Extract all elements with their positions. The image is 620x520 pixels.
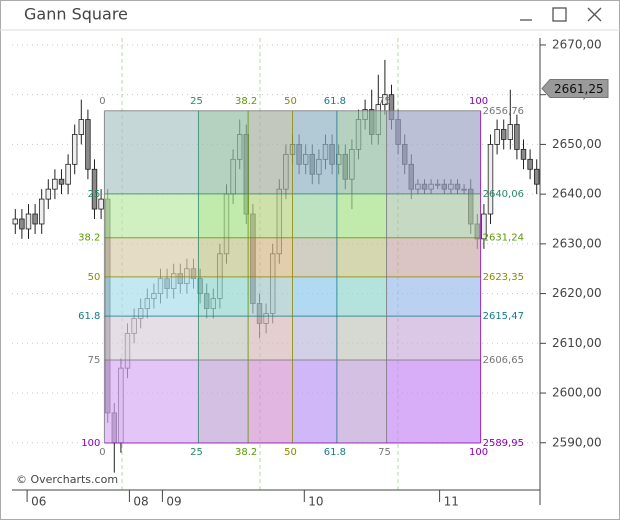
x-tick-label: 08 — [133, 495, 148, 509]
x-tick-label: 09 — [166, 495, 181, 509]
gann-time-label: 25 — [190, 96, 203, 107]
candle-body — [533, 168, 540, 185]
last-price-tag — [541, 78, 609, 98]
gann-time-label: 100 — [469, 96, 488, 107]
gann-level-label: 75 — [88, 355, 101, 366]
y-tick-label: 2600,00 — [552, 386, 602, 400]
gann-time-label: 75 — [378, 96, 391, 107]
gann-time-label: 50 — [284, 96, 297, 107]
gann-time-label: 50 — [284, 447, 297, 458]
gann-price-label: 2623,35 — [483, 272, 524, 283]
plot: 2590,00 2600,00 2610,00 2620,00 2630,00 2640,… — [12, 37, 609, 509]
candle-body — [52, 178, 58, 190]
x-tick-label: 06 — [31, 495, 46, 509]
gann-level-label: 25 — [88, 189, 101, 200]
y-tick-label: 2650,00 — [552, 137, 602, 151]
candle-body — [500, 129, 507, 140]
candle-body — [58, 178, 65, 185]
candle-body — [481, 213, 487, 240]
candle-body — [98, 198, 104, 210]
gann-time-label: 75 — [378, 447, 391, 458]
candle-body — [487, 144, 494, 215]
gann-level-label: 38.2 — [78, 233, 100, 244]
gann-time-label: 0 — [99, 447, 105, 458]
candle-body — [38, 198, 45, 225]
candle-body — [507, 124, 514, 140]
gann-price-label: 2615,47 — [483, 311, 524, 322]
candle-body — [514, 124, 520, 150]
candle-body — [45, 188, 52, 200]
gann-time-label: 25 — [190, 447, 203, 458]
gann-time-label: 100 — [469, 447, 488, 458]
candle-body — [527, 158, 533, 170]
y-tick-label: 2640,00 — [552, 187, 602, 201]
candle-body — [12, 218, 19, 225]
candle-body — [71, 134, 78, 165]
y-tick-label: 2620,00 — [552, 286, 602, 300]
y-tick-label: 2630,00 — [552, 236, 602, 250]
candle-body — [85, 119, 91, 170]
candle-body — [494, 129, 500, 145]
gann-time-label: 38.2 — [235, 96, 257, 107]
candle-body — [78, 119, 85, 135]
gann-time-label: 61.8 — [324, 96, 346, 107]
gann-price-label: 2606,65 — [483, 355, 524, 366]
gann-price-label: 2640,06 — [483, 189, 524, 200]
gann-time-label: 0 — [99, 96, 105, 107]
candle-body — [32, 213, 38, 225]
gann-level-label: 50 — [88, 272, 101, 283]
y-tick-label: 2590,00 — [552, 435, 602, 449]
candle-body — [25, 213, 32, 230]
credit: © Overcharts.com — [16, 473, 118, 486]
candle-body — [520, 148, 527, 160]
window-title: Gann Square — [24, 5, 128, 24]
maximize-button[interactable] — [552, 7, 567, 22]
x-tick-label: 11 — [444, 495, 459, 509]
gann-price-label: 2589,95 — [483, 438, 524, 449]
close-button[interactable] — [587, 7, 602, 22]
candle-body — [19, 218, 25, 230]
gann-level-label: 61.8 — [78, 311, 100, 322]
gann-time-label: 38.2 — [235, 447, 257, 458]
candle-body — [382, 94, 388, 106]
y-tick-label: 2610,00 — [552, 336, 602, 350]
candle-body — [91, 168, 98, 210]
gann-price-label: 2631,24 — [483, 233, 524, 244]
candle-body — [65, 163, 71, 185]
gann-time-label: 61.8 — [324, 447, 346, 458]
gann-level-label: 100 — [81, 438, 100, 449]
last-price-label: 2661,25 — [554, 82, 604, 96]
x-tick-label: 10 — [308, 495, 323, 509]
y-tick-label: 2670,00 — [552, 37, 602, 51]
gann-price-label: 2656,76 — [483, 106, 524, 117]
